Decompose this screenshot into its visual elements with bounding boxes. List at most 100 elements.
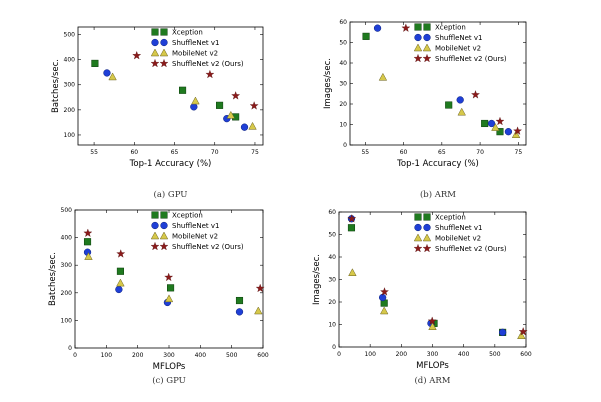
legend-label: MobileNet v2 <box>172 50 218 58</box>
legend-marker-triangle <box>159 48 169 57</box>
legend-marker-circle <box>423 33 431 42</box>
x-tick-label: 65 <box>438 149 446 156</box>
x-tick-label: 0 <box>73 352 77 359</box>
legend-label: ShuffleNet v2 (Ours) <box>172 243 244 251</box>
data-point-circle <box>487 119 496 128</box>
data-point-square <box>347 224 356 232</box>
x-axis-title: MFLOPs <box>153 362 186 372</box>
y-tick-label: 10 <box>339 122 347 129</box>
legend-marker-square <box>423 213 431 221</box>
legend-marker-triangle <box>150 231 160 240</box>
legend-marker-square <box>151 28 159 36</box>
y-tick-label: 50 <box>339 40 347 47</box>
data-point-star <box>513 126 523 135</box>
legend-marker-square <box>414 213 422 221</box>
legend-marker-star <box>150 58 160 68</box>
data-point-triangle <box>191 96 200 105</box>
legend-label: MobileNet v2 <box>435 235 481 243</box>
y-tick-label: 30 <box>328 277 336 284</box>
legend-marker-square <box>160 211 168 219</box>
data-point-square <box>116 267 124 275</box>
data-point-star <box>164 272 174 282</box>
data-point-triangle <box>84 252 93 260</box>
data-point-star <box>380 287 389 296</box>
x-tick-label: 200 <box>396 351 408 358</box>
x-tick-label: 75 <box>515 149 523 156</box>
chart-panel-d: 0 100 200 300 400 500 600 0 10 20 30 40 50 60 MFLOPs Im… <box>312 209 532 371</box>
legend-marker-triangle <box>150 48 160 57</box>
x-tick-label: 100 <box>101 352 113 359</box>
figure-caption: (a) GPU <box>154 189 188 200</box>
data-point-triangle <box>348 268 357 276</box>
y-tick-label: 60 <box>328 209 336 216</box>
legend-label: Xception <box>172 29 203 37</box>
y-tick-label: 100 <box>64 132 76 139</box>
y-tick-label: 300 <box>64 82 76 89</box>
y-tick-label: 0 <box>343 142 347 149</box>
x-tick-label: 70 <box>476 149 484 156</box>
legend-marker-star <box>150 241 160 251</box>
legend: Xception ShuffleNet v1 MobileNet v2 Shuffle… <box>150 211 244 251</box>
data-point-triangle <box>517 331 526 339</box>
y-tick-label: 0 <box>332 344 336 351</box>
figure-caption: (d) ARM <box>414 375 450 386</box>
data-point-square <box>216 101 224 109</box>
x-tick-label: 65 <box>171 149 179 156</box>
y-tick-label: 400 <box>64 57 76 64</box>
data-point-circle <box>504 128 513 136</box>
legend-marker-square <box>423 23 431 31</box>
legend-marker-circle <box>414 223 422 232</box>
x-axis-title: Top-1 Accuracy (%) <box>396 159 479 169</box>
y-tick-label: 40 <box>328 254 336 261</box>
legend: Xception ShuffleNet v1 MobileNet v2 Shuffle… <box>150 28 244 68</box>
data-point-triangle <box>378 72 388 81</box>
data-point-triangle <box>379 306 389 315</box>
x-tick-label: 600 <box>520 351 532 358</box>
data-point-circle <box>115 285 123 294</box>
data-point-star <box>427 316 437 325</box>
x-tick-label: 60 <box>130 149 138 156</box>
data-point-circle <box>240 123 249 131</box>
x-tick-label: 0 <box>337 351 341 358</box>
data-point-star <box>471 90 480 99</box>
y-tick-label: 30 <box>339 81 347 88</box>
legend-marker-star <box>159 58 169 68</box>
x-tick-label: 500 <box>226 352 238 359</box>
data-point-star <box>255 283 265 293</box>
legend-marker-triangle <box>422 43 432 52</box>
data-point-circle <box>456 96 464 104</box>
y-axis-title: Images/sec. <box>323 58 333 109</box>
data-point-star <box>495 116 505 126</box>
data-point-triangle <box>428 322 437 330</box>
x-tick-label: 300 <box>427 351 439 358</box>
x-tick-label: 600 <box>257 352 269 359</box>
legend-marker-circle <box>151 38 159 47</box>
data-point-circle <box>373 24 382 32</box>
data-point-triangle <box>108 72 117 81</box>
x-tick-label: 400 <box>458 351 470 358</box>
legend-label: ShuffleNet v1 <box>435 34 483 42</box>
legend-marker-triangle <box>422 233 432 242</box>
y-tick-label: 20 <box>339 101 347 108</box>
legend-marker-circle <box>160 221 168 230</box>
data-point-circle <box>498 328 507 337</box>
y-tick-label: 20 <box>328 299 336 306</box>
legend-label: MobileNet v2 <box>172 233 218 241</box>
x-tick-label: 55 <box>90 149 98 156</box>
y-tick-label: 10 <box>328 322 336 329</box>
y-tick-label: 200 <box>64 107 76 114</box>
legend-marker-circle <box>160 38 168 47</box>
legend-marker-circle <box>423 223 431 232</box>
data-point-circle <box>235 308 244 316</box>
y-tick-label: 60 <box>339 19 347 26</box>
y-tick-label: 40 <box>339 60 347 67</box>
legend-marker-circle <box>414 33 422 42</box>
data-point-triangle <box>254 306 263 315</box>
legend-marker-triangle <box>413 233 423 242</box>
legend-label: Xception <box>172 212 203 220</box>
data-point-triangle <box>248 121 257 130</box>
x-tick-label: 500 <box>489 351 501 358</box>
data-point-star <box>205 69 215 79</box>
legend-label: Xception <box>435 24 466 32</box>
data-point-star <box>231 91 241 100</box>
